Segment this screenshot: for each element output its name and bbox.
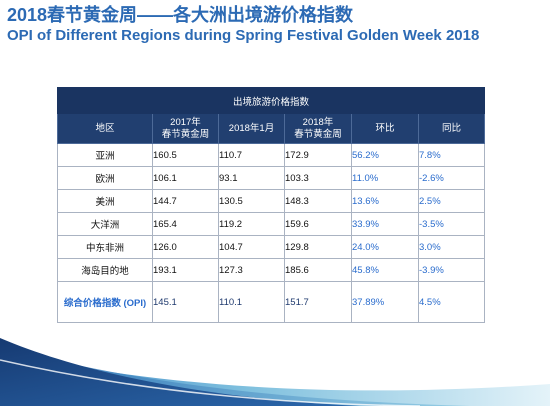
cell-2018-jan: 110.1 [218,281,285,323]
cell-yoy: -2.6% [417,166,486,190]
column-header-2017-festival: 2017年 春节黄金周 [152,113,219,144]
column-header-2018-festival: 2018年 春节黄金周 [284,113,352,144]
cell-2018-festival: 151.7 [284,281,352,323]
cell-region: 中东非洲 [57,235,153,259]
cell-2018-festival: 103.3 [284,166,352,190]
column-header-yoy: 同比 [417,113,486,144]
table-title-row: 出境旅游价格指数 [56,87,486,114]
cell-yoy: 2.5% [417,189,486,213]
table-row-opi-composite: 综合价格指数 (OPI) 145.1 110.1 151.7 37.89% 4.… [57,281,486,323]
cell-mom: 13.6% [351,189,419,213]
cell-region: 欧洲 [57,166,153,190]
cell-mom: 37.89% [351,281,419,323]
cell-2018-jan: 93.1 [218,166,285,190]
table-title: 出境旅游价格指数 [56,87,486,114]
cell-2018-jan: 130.5 [218,189,285,213]
table-row-island-destinations: 海岛目的地 193.1 127.3 185.6 45.8% -3.9% [57,258,486,282]
bottom-wave-decoration [0,338,550,406]
table-row-middle-east-africa: 中东非洲 126.0 104.7 129.8 24.0% 3.0% [57,235,486,259]
cell-region: 大洋洲 [57,212,153,236]
cell-2018-festival: 129.8 [284,235,352,259]
slide-title-english: OPI of Different Regions during Spring F… [7,27,480,44]
wave-dark-band [0,338,360,406]
table-row-americas: 美洲 144.7 130.5 148.3 13.6% 2.5% [57,189,486,213]
cell-2018-festival: 159.6 [284,212,352,236]
cell-2018-jan: 119.2 [218,212,285,236]
column-header-2018-jan: 2018年1月 [218,113,285,144]
cell-region: 海岛目的地 [57,258,153,282]
cell-yoy: 3.0% [417,235,486,259]
slide-title-chinese: 2018春节黄金周——各大洲出境游价格指数 [7,5,354,25]
table-row-oceania: 大洋洲 165.4 119.2 159.6 33.9% -3.5% [57,212,486,236]
cell-2017-festival: 126.0 [152,235,219,259]
cell-mom: 56.2% [351,143,419,167]
cell-yoy: 4.5% [417,281,486,323]
table-row-europe: 欧洲 106.1 93.1 103.3 11.0% -2.6% [57,166,486,190]
cell-region: 美洲 [57,189,153,213]
cell-region: 综合价格指数 (OPI) [57,281,153,323]
column-header-row: 地区 2017年 春节黄金周 2018年1月 2018年 春节黄金周 环比 同比 [57,113,486,144]
table-row-asia: 亚洲 160.5 110.7 172.9 56.2% 7.8% [57,143,486,167]
cell-mom: 24.0% [351,235,419,259]
wave-highlight-line [0,359,421,406]
cell-2018-jan: 104.7 [218,235,285,259]
column-header-region: 地区 [57,113,153,144]
cell-2018-festival: 148.3 [284,189,352,213]
cell-2017-festival: 145.1 [152,281,219,323]
cell-yoy: 7.8% [417,143,486,167]
cell-mom: 45.8% [351,258,419,282]
cell-2018-festival: 185.6 [284,258,352,282]
cell-2018-jan: 110.7 [218,143,285,167]
cell-2017-festival: 165.4 [152,212,219,236]
cell-mom: 33.9% [351,212,419,236]
cell-2017-festival: 193.1 [152,258,219,282]
cell-yoy: -3.9% [417,258,486,282]
cell-mom: 11.0% [351,166,419,190]
cell-2017-festival: 160.5 [152,143,219,167]
cell-2017-festival: 144.7 [152,189,219,213]
column-header-mom: 环比 [351,113,419,144]
cell-region: 亚洲 [57,143,153,167]
cell-2018-festival: 172.9 [284,143,352,167]
opi-table: 出境旅游价格指数 地区 2017年 春节黄金周 2018年1月 2018年 春节… [56,87,486,323]
cell-2018-jan: 127.3 [218,258,285,282]
cell-2017-festival: 106.1 [152,166,219,190]
cell-yoy: -3.5% [417,212,486,236]
